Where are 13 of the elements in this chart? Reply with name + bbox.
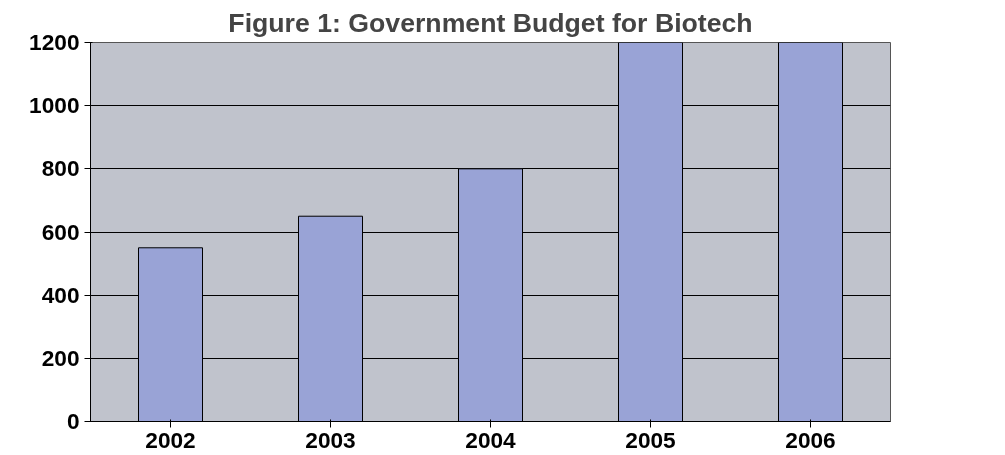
x-tick-label: 2004 bbox=[465, 426, 517, 453]
y-tick-label: 1000 bbox=[29, 92, 80, 119]
x-tick-label: 2006 bbox=[785, 426, 836, 453]
x-tick-label: 2005 bbox=[625, 426, 676, 453]
y-tick-label: 400 bbox=[41, 281, 80, 308]
x-tick-label: 2002 bbox=[145, 426, 196, 453]
y-tick-label: 600 bbox=[41, 218, 80, 245]
chart-title: Figure 1: Government Budget for Biotech bbox=[228, 7, 753, 38]
y-tick-label: 1200 bbox=[29, 29, 80, 55]
y-tick-label: 800 bbox=[41, 155, 80, 182]
y-tick-label: 0 bbox=[66, 408, 80, 434]
y-tick-label: 200 bbox=[41, 344, 80, 371]
x-tick-label: 2003 bbox=[305, 426, 356, 453]
